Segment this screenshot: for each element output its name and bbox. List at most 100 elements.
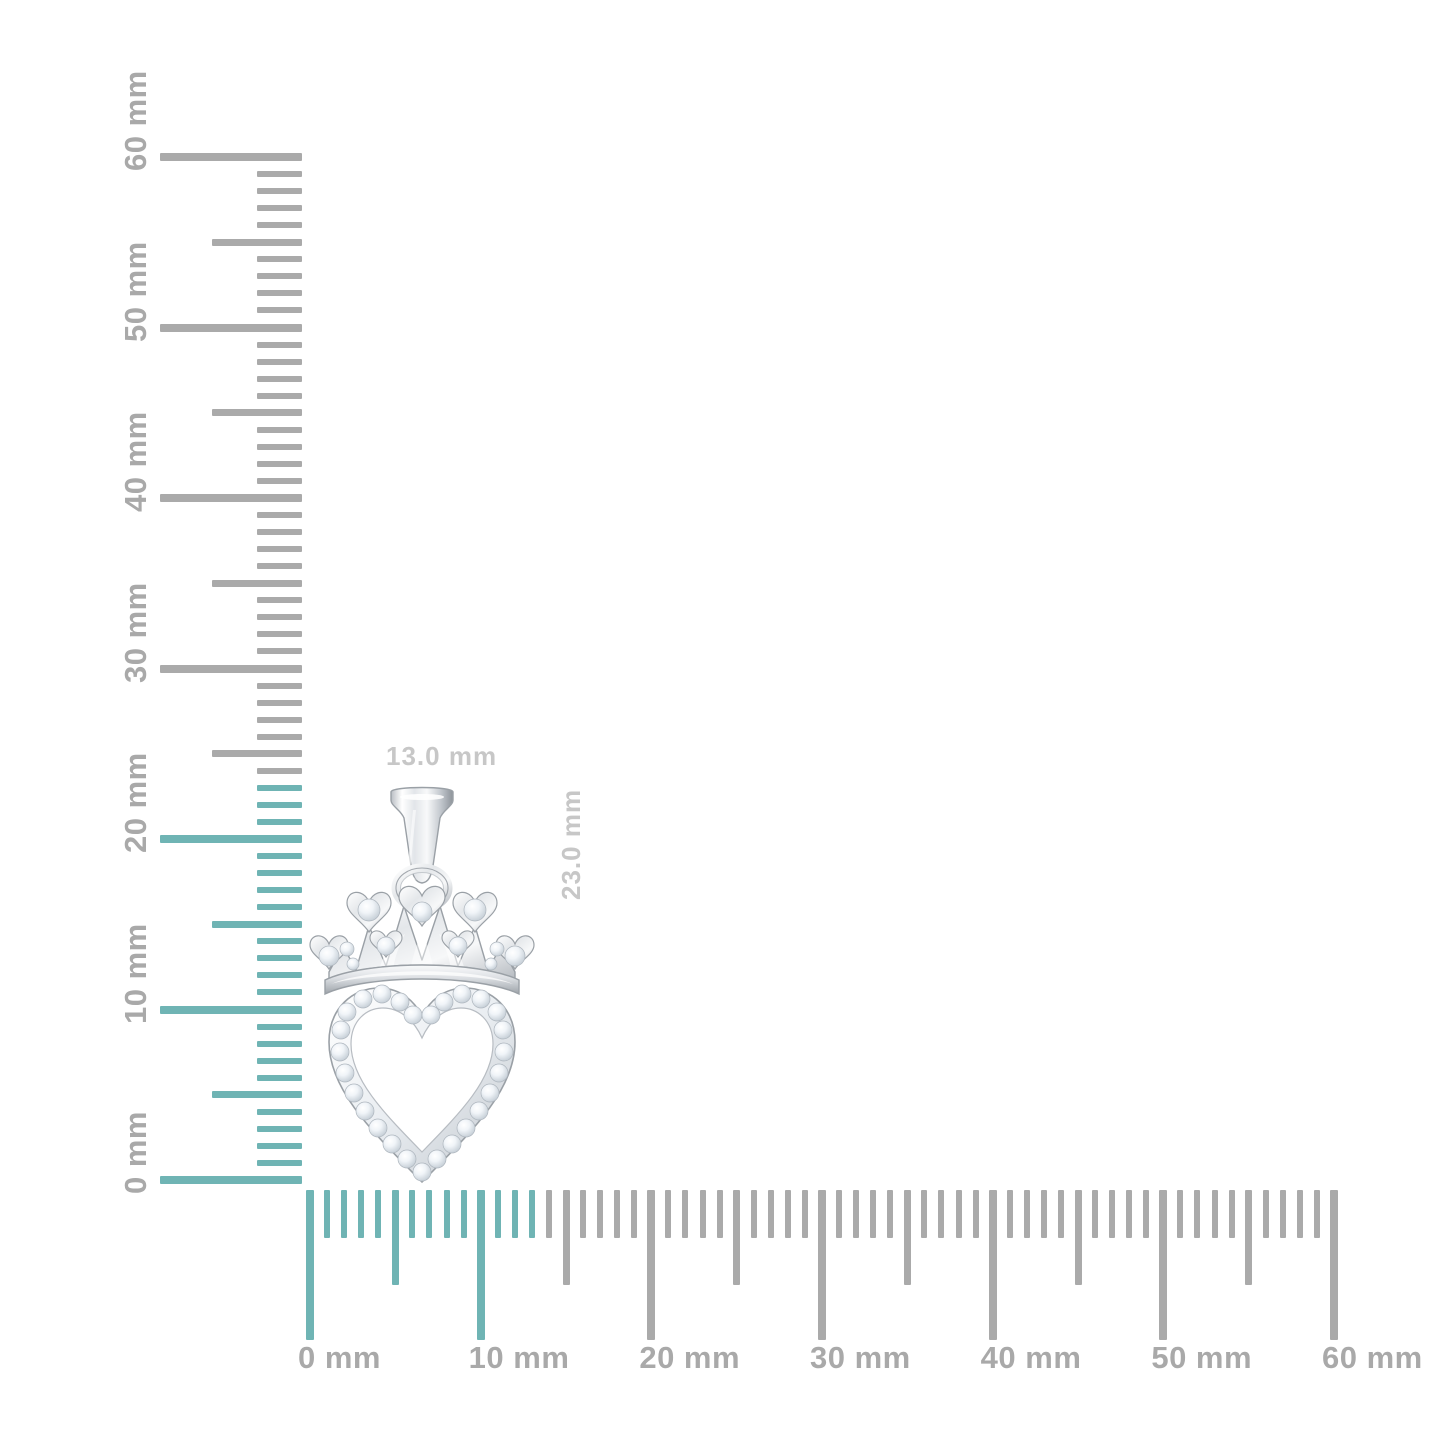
hruler-minor-tick xyxy=(665,1190,672,1238)
vruler-major-tick xyxy=(160,1005,302,1014)
vruler-minor-tick xyxy=(257,256,302,263)
hruler-minor-tick xyxy=(358,1190,365,1238)
vruler-minor-tick xyxy=(257,904,302,911)
hruler-minor-tick xyxy=(870,1190,877,1238)
vruler-minor-tick xyxy=(257,205,302,212)
vruler-label: 40 mm xyxy=(118,411,153,512)
hruler-minor-tick xyxy=(545,1190,552,1238)
hruler-label: 40 mm xyxy=(980,1340,1082,1375)
vruler-minor-tick xyxy=(257,716,302,723)
hruler-label: 30 mm xyxy=(810,1340,911,1375)
hruler-minor-tick xyxy=(597,1190,604,1238)
vruler-minor-tick xyxy=(257,1057,302,1064)
vruler-label: 30 mm xyxy=(118,581,153,683)
hruler-major-tick xyxy=(988,1190,997,1340)
vruler-minor-tick xyxy=(257,546,302,553)
hruler-label: 60 mm xyxy=(1322,1340,1423,1375)
hruler-minor-tick xyxy=(528,1190,535,1238)
pave-diamonds xyxy=(318,898,526,1182)
vruler-minor-tick xyxy=(257,870,302,877)
vruler-mid-tick xyxy=(212,750,302,758)
vruler-label: 10 mm xyxy=(118,922,153,1024)
hruler-minor-tick xyxy=(921,1190,928,1238)
vruler-minor-tick xyxy=(257,1074,302,1081)
vruler-minor-tick xyxy=(257,426,302,433)
vruler-minor-tick xyxy=(257,733,302,740)
width-dimension-label: 13.0 mm xyxy=(386,741,498,771)
hruler-major-tick xyxy=(647,1190,656,1340)
vruler-label: 50 mm xyxy=(118,240,153,342)
vruler-minor-tick xyxy=(257,188,302,195)
vruler-mid-tick xyxy=(212,409,302,417)
hruler-minor-tick xyxy=(1126,1190,1133,1238)
vruler-minor-tick xyxy=(257,801,302,808)
hruler-minor-tick xyxy=(938,1190,945,1238)
vruler-major-tick xyxy=(160,835,302,843)
hruler-minor-tick xyxy=(887,1190,894,1238)
hruler-minor-tick xyxy=(1194,1190,1201,1238)
hruler-label: 0 mm xyxy=(298,1340,381,1375)
hruler-minor-tick xyxy=(341,1190,348,1238)
hruler-minor-tick xyxy=(1296,1190,1303,1238)
hruler-minor-tick xyxy=(631,1190,638,1238)
hruler-minor-tick xyxy=(1057,1190,1064,1238)
vruler-mid-tick xyxy=(212,238,302,246)
vruler-minor-tick xyxy=(257,477,302,484)
vruler-minor-tick xyxy=(257,1108,302,1115)
hruler-mid-tick xyxy=(1245,1190,1253,1285)
hruler-minor-tick xyxy=(1313,1190,1320,1238)
vruler-minor-tick xyxy=(257,938,302,945)
vruler-label: 60 mm xyxy=(118,70,153,171)
vruler-mid-tick xyxy=(212,579,302,587)
vruler-major-tick xyxy=(160,494,302,502)
hruler-minor-tick xyxy=(1279,1190,1286,1238)
hruler-minor-tick xyxy=(1023,1190,1030,1238)
vruler-minor-tick xyxy=(257,631,302,638)
vruler-major-tick xyxy=(160,323,302,332)
hruler-major-tick xyxy=(476,1190,485,1340)
hruler-minor-tick xyxy=(1006,1190,1013,1238)
vruler-mid-tick xyxy=(212,920,302,928)
hruler-minor-tick xyxy=(1143,1190,1150,1238)
product-image xyxy=(307,784,537,1184)
hruler-minor-tick xyxy=(375,1190,382,1238)
hruler-minor-tick xyxy=(1040,1190,1047,1238)
vruler-minor-tick xyxy=(257,767,302,774)
vruler-minor-tick xyxy=(257,358,302,365)
vruler-minor-tick xyxy=(257,512,302,519)
hruler-minor-tick xyxy=(580,1190,587,1238)
hruler-minor-tick xyxy=(682,1190,689,1238)
hruler-minor-tick xyxy=(1262,1190,1269,1238)
vruler-minor-tick xyxy=(257,290,302,297)
vruler-minor-tick xyxy=(257,222,302,229)
hruler-minor-tick xyxy=(460,1190,467,1238)
vruler-major-tick xyxy=(160,153,302,161)
hruler-major-tick xyxy=(1330,1190,1338,1340)
height-dimension-label: 23.0 mm xyxy=(556,788,586,900)
vruler-minor-tick xyxy=(257,273,302,280)
bail-part xyxy=(390,786,454,884)
vruler-minor-tick xyxy=(257,529,302,536)
hruler-minor-tick xyxy=(767,1190,774,1238)
vruler-minor-tick xyxy=(257,307,302,314)
hruler-minor-tick xyxy=(324,1190,331,1238)
hruler-minor-tick xyxy=(699,1190,706,1238)
hruler-minor-tick xyxy=(1109,1190,1116,1238)
hruler-minor-tick xyxy=(1092,1190,1099,1238)
hruler-mid-tick xyxy=(562,1190,570,1285)
hruler-major-tick xyxy=(818,1190,826,1340)
vruler-minor-tick xyxy=(257,989,302,996)
vruler-minor-tick xyxy=(257,853,302,860)
vruler-minor-tick xyxy=(257,375,302,382)
hruler-minor-tick xyxy=(1177,1190,1184,1238)
vruler-minor-tick xyxy=(257,341,302,348)
vruler-minor-tick xyxy=(257,1023,302,1030)
hruler-label: 50 mm xyxy=(1151,1340,1253,1375)
hruler-minor-tick xyxy=(494,1190,501,1238)
vruler-minor-tick xyxy=(257,972,302,979)
hruler-minor-tick xyxy=(836,1190,843,1238)
vruler-minor-tick xyxy=(257,955,302,962)
vruler-label: 0 mm xyxy=(118,1111,153,1194)
vruler-mid-tick xyxy=(212,1091,302,1099)
vruler-minor-tick xyxy=(257,682,302,689)
